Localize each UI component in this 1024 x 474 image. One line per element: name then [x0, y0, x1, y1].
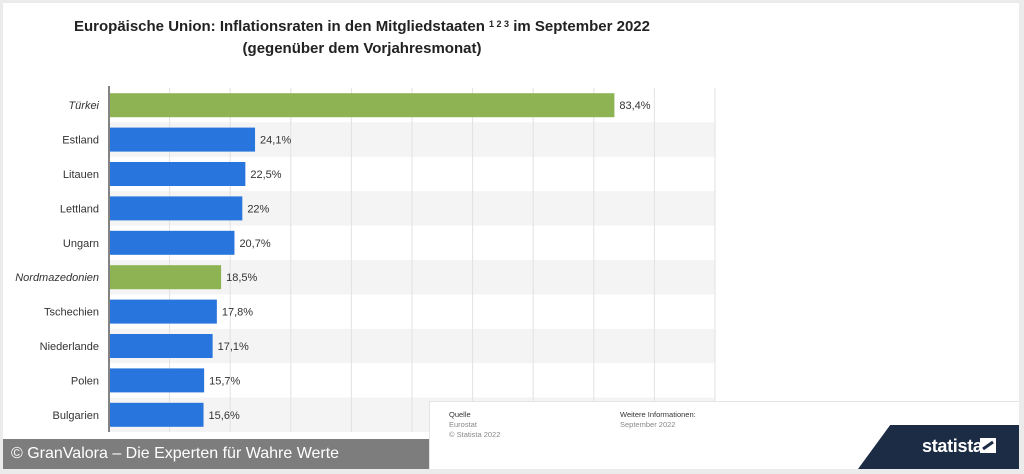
statista-mark-icon	[980, 438, 996, 453]
bar	[110, 127, 256, 152]
title-line-1: Europäische Union: Inflationsraten in de…	[3, 13, 721, 38]
data-label: 83,4%	[619, 100, 650, 112]
data-label: 15,7%	[209, 375, 240, 387]
bar	[110, 334, 213, 358]
source-line[interactable]: © Statista 2022	[449, 430, 501, 439]
category-label: Türkei	[68, 100, 99, 112]
category-label: Estland	[62, 135, 99, 147]
title-footnote-marks: 1 2 3	[489, 19, 510, 29]
data-label: 22%	[247, 203, 269, 215]
bar	[110, 299, 217, 324]
category-label: Niederlande	[40, 341, 99, 353]
source-column: Quelle Eurostat © Statista 2022	[449, 410, 500, 440]
title-end: im September 2022	[513, 18, 650, 35]
bar	[110, 402, 204, 427]
category-label: Litauen	[63, 169, 99, 181]
bar	[110, 368, 205, 393]
category-label: Bulgarien	[53, 410, 99, 422]
more-info-column: Weitere Informationen: September 2022	[620, 410, 696, 430]
bar	[110, 265, 222, 290]
category-label: Lettland	[60, 203, 99, 215]
data-label: 22,5%	[250, 169, 281, 181]
data-label: 18,5%	[226, 272, 257, 284]
more-info-line: September 2022	[620, 420, 676, 429]
data-label: 17,8%	[222, 307, 253, 319]
category-label: Ungarn	[63, 238, 99, 250]
title-main: Europäische Union: Inflationsraten in de…	[74, 18, 485, 35]
chart-frame: Europäische Union: Inflationsraten in de…	[3, 3, 1019, 469]
data-label: 20,7%	[239, 238, 270, 250]
bar	[110, 230, 235, 255]
category-label: Polen	[71, 375, 99, 387]
bar	[110, 162, 246, 186]
watermark-text: © GranValora – Die Experten für Wahre We…	[11, 445, 340, 462]
bar	[110, 93, 615, 118]
source-line: Eurostat	[449, 420, 477, 429]
logo-wordmark: statista	[922, 436, 983, 456]
data-label: 15,6%	[209, 410, 240, 422]
watermark-banner: © GranValora – Die Experten für Wahre We…	[3, 439, 429, 469]
data-label: 17,1%	[218, 341, 249, 353]
category-label: Tschechien	[44, 307, 99, 319]
bar-chart: Türkei 83,4% Estland 24,1% Litauen 22,5% Lettl…	[15, 86, 716, 432]
source-heading: Quelle	[449, 410, 471, 419]
data-label: 24,1%	[260, 135, 291, 147]
title-subtitle: (gegenüber dem Vorjahresmonat)	[242, 40, 482, 57]
more-info-heading[interactable]: Weitere Informationen:	[620, 410, 696, 419]
chart-title: Europäische Union: Inflationsraten in de…	[3, 13, 721, 60]
category-label: Nordmazedonien	[15, 272, 99, 284]
bar	[110, 196, 243, 221]
